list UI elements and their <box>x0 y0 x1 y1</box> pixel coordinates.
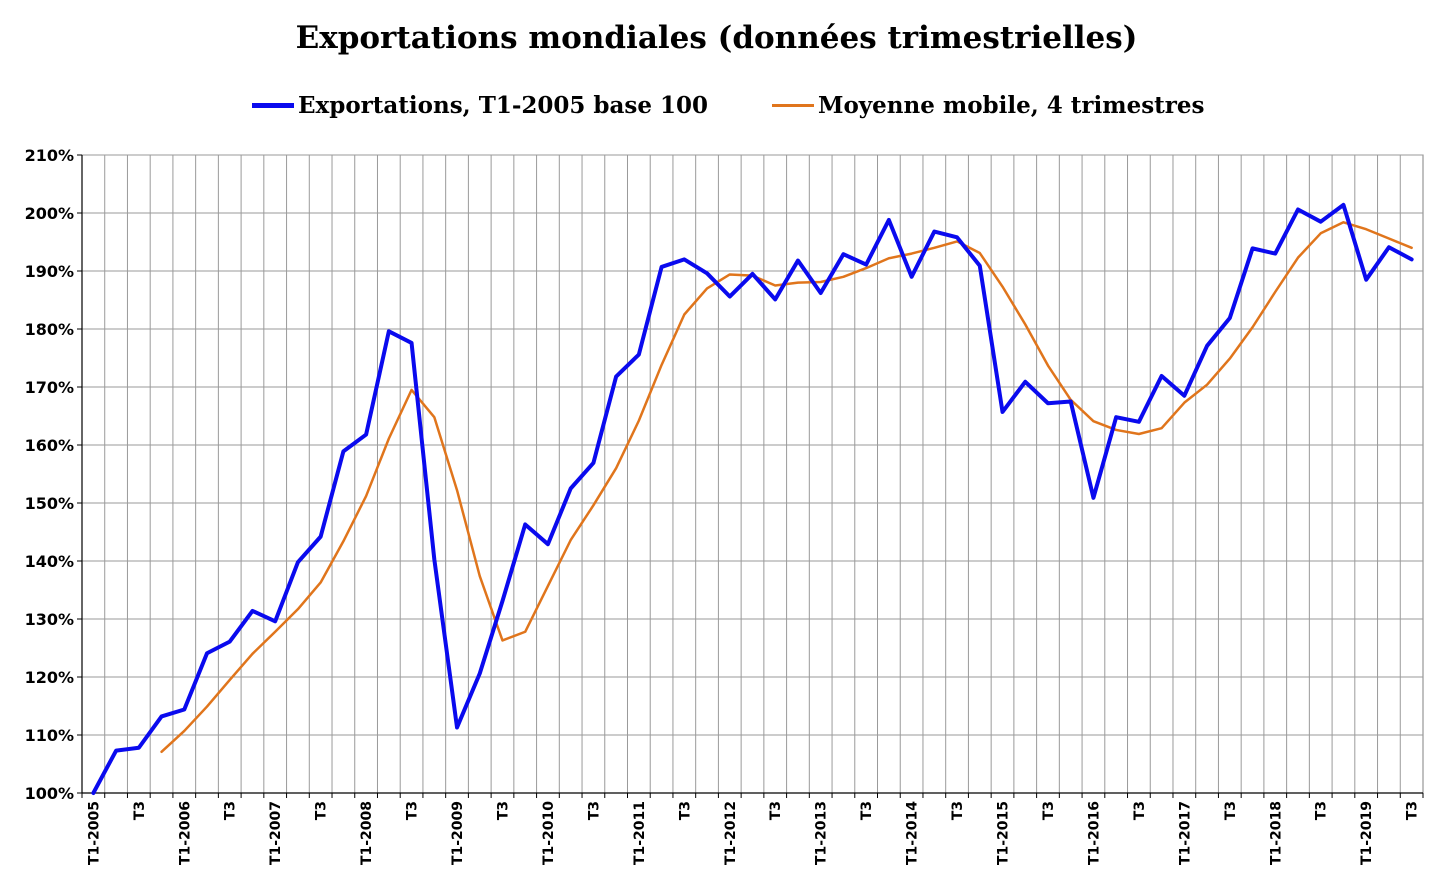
y-tick-label: 200% <box>25 204 74 223</box>
legend-item-exports: Exportations, T1-2005 base 100 <box>252 92 708 119</box>
x-tick-label: T1-2019 <box>1359 801 1375 865</box>
x-tick-label: T3 <box>223 801 239 820</box>
y-tick-label: 190% <box>25 262 74 281</box>
y-tick-label: 100% <box>25 784 74 803</box>
series-line-moving-average <box>160 221 1413 754</box>
y-tick-label: 140% <box>25 552 74 571</box>
x-tick-label: T1-2006 <box>177 801 193 865</box>
x-tick-label: T1-2008 <box>359 801 375 865</box>
legend-swatch-moving-average <box>772 104 814 107</box>
x-tick-label: T3 <box>405 801 421 820</box>
y-tick-label: 170% <box>25 378 74 397</box>
y-tick-label: 210% <box>25 146 74 165</box>
x-tick-label: T3 <box>950 801 966 820</box>
y-tick-label: 180% <box>25 320 74 339</box>
x-tick-label: T3 <box>1132 801 1148 820</box>
x-tick-label: T3 <box>768 801 784 820</box>
x-tick-label: T3 <box>314 801 330 820</box>
x-tick-label: T1-2018 <box>1268 801 1284 865</box>
legend-label-moving-average: Moyenne mobile, 4 trimestres <box>818 92 1205 119</box>
legend: Exportations, T1-2005 base 100 Moyenne m… <box>0 92 1433 126</box>
x-tick-label: T3 <box>1041 801 1057 820</box>
chart-title: Exportations mondiales (données trimestr… <box>295 20 1138 56</box>
x-tick-label: T3 <box>495 801 511 820</box>
x-tick-label: T1-2014 <box>905 801 921 865</box>
y-tick-label: 150% <box>25 494 74 513</box>
plot-border <box>81 154 1424 794</box>
y-tick-label: 120% <box>25 668 74 687</box>
series-line-exports <box>91 202 1414 795</box>
y-tick-label: 110% <box>25 726 74 745</box>
x-tick-label: T3 <box>1314 801 1330 820</box>
y-tick-label: 160% <box>25 436 74 455</box>
x-tick-label: T1-2009 <box>450 801 466 865</box>
x-tick-label: T1-2017 <box>1177 801 1193 865</box>
x-tick-label: T1-2012 <box>723 801 739 865</box>
y-tick-label: 130% <box>25 610 74 629</box>
x-tick-label: T3 <box>677 801 693 820</box>
x-tick-label: T1-2007 <box>268 801 284 865</box>
x-tick-label: T3 <box>859 801 875 820</box>
legend-item-moving-average: Moyenne mobile, 4 trimestres <box>772 92 1205 119</box>
x-tick-label: T1-2005 <box>86 801 102 865</box>
x-tick-label: T1-2016 <box>1086 801 1102 865</box>
x-tick-label: T1-2015 <box>996 801 1012 865</box>
x-tick-label: T3 <box>586 801 602 820</box>
x-tick-label: T3 <box>132 801 148 820</box>
legend-swatch-exports <box>252 103 294 108</box>
x-tick-label: T3 <box>1223 801 1239 820</box>
x-tick-label: T3 <box>1405 801 1421 820</box>
x-tick-label: T1-2010 <box>541 801 557 865</box>
x-tick-label: T1-2011 <box>632 801 648 865</box>
legend-label-exports: Exportations, T1-2005 base 100 <box>298 92 708 119</box>
x-tick-label: T1-2013 <box>814 801 830 865</box>
